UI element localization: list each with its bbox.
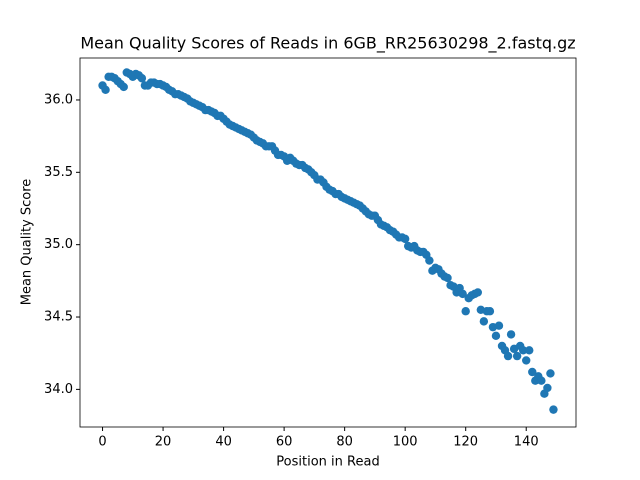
y-tick-label: 35.5 xyxy=(44,165,73,180)
x-tick-label: 0 xyxy=(98,435,106,450)
plot-frame xyxy=(79,57,577,428)
point xyxy=(512,351,522,361)
point xyxy=(400,234,410,244)
point xyxy=(461,307,470,316)
point xyxy=(137,74,147,83)
point xyxy=(503,351,513,361)
point xyxy=(506,330,516,339)
x-tick-label: 20 xyxy=(155,435,172,450)
point xyxy=(518,346,528,355)
point xyxy=(473,288,482,297)
point xyxy=(537,376,546,385)
x-axis-label: Position in Read xyxy=(276,455,379,470)
point xyxy=(525,346,534,355)
point xyxy=(485,307,495,316)
point xyxy=(443,273,452,283)
point xyxy=(528,367,537,377)
point xyxy=(522,356,531,365)
point xyxy=(549,405,558,414)
point xyxy=(491,331,501,341)
x-tick-label: 120 xyxy=(453,435,478,450)
x-tick-label: 60 xyxy=(276,435,293,450)
x-tick-label: 40 xyxy=(215,435,232,450)
point xyxy=(543,383,552,393)
chart-title: Mean Quality Scores of Reads in 6GB_RR25… xyxy=(80,34,575,54)
x-tick-label: 140 xyxy=(514,435,539,450)
point xyxy=(479,317,489,326)
point xyxy=(494,321,504,330)
point xyxy=(546,369,555,378)
y-axis-label: Mean Quality Score xyxy=(20,179,35,306)
y-tick-label: 34.0 xyxy=(44,382,73,397)
point xyxy=(425,256,434,265)
x-tick-label: 80 xyxy=(336,435,353,450)
point xyxy=(101,85,110,95)
y-tick-label: 36.0 xyxy=(44,92,73,107)
point xyxy=(458,289,467,299)
y-tick-label: 34.5 xyxy=(44,310,73,325)
x-tick-label: 100 xyxy=(393,435,418,450)
y-tick-label: 35.0 xyxy=(44,237,73,252)
point xyxy=(119,82,128,92)
